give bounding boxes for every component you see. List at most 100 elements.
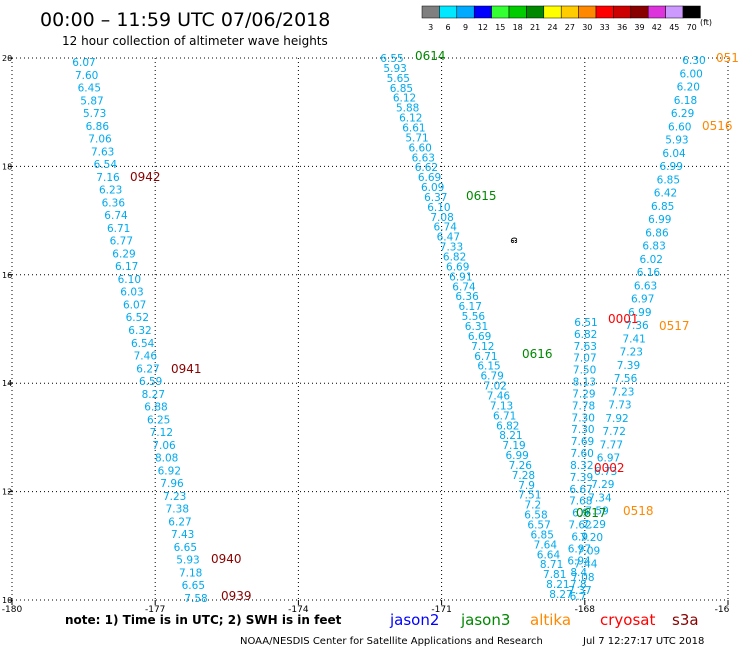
- swh-value-label: 6.99: [660, 161, 683, 173]
- colorbar-swatch: [439, 5, 458, 19]
- swh-value-label: 7.33: [440, 242, 463, 254]
- swh-value-label: 7.28: [512, 470, 535, 482]
- swh-value-label: 8.08: [155, 453, 178, 465]
- swh-value-label: 7.29: [591, 479, 614, 491]
- colorbar-tick-label: 15: [495, 23, 505, 32]
- swh-value-label: 6.55: [380, 53, 403, 65]
- colorbar-tick-label: 3: [428, 23, 433, 32]
- swh-value-label: 6.86: [645, 227, 669, 239]
- swh-value-label: 6.29: [671, 108, 694, 120]
- swh-value-label: 7.34: [588, 492, 612, 504]
- swh-value-label: 8.13: [573, 377, 596, 389]
- swh-value-label: 6.82: [496, 420, 519, 432]
- pass-label: 0940: [211, 552, 242, 566]
- swh-value-label: 7.16: [96, 172, 120, 184]
- swh-value-label: 6.85: [657, 174, 680, 186]
- swh-value-label: 6.7: [570, 591, 587, 603]
- swh-value-label: 6.91: [449, 271, 472, 283]
- pass-label: 0615: [466, 189, 497, 203]
- swh-value-label: 7.63: [91, 146, 114, 158]
- pass-label: 0516: [702, 119, 733, 133]
- swh-value-label: 6.85: [390, 83, 413, 95]
- swh-value-label: 8.32: [570, 460, 593, 472]
- x-tick-label: -177: [145, 605, 165, 615]
- colorbar-unit: (ft): [700, 18, 712, 27]
- swh-value-label: 6.67: [569, 484, 592, 496]
- colorbar-swatch: [491, 5, 510, 19]
- swh-value-label: 6.63: [412, 152, 435, 164]
- swh-value-label: 7.62: [568, 520, 591, 532]
- swh-value-label: 8.27: [549, 589, 572, 601]
- swh-value-label: 7.51: [518, 490, 541, 502]
- swh-value-label: 6.86: [86, 121, 110, 133]
- swh-value-label: 6.10: [118, 274, 141, 286]
- swh-value-label: 6.20: [677, 82, 700, 94]
- swh-value-label: 6.74: [452, 281, 476, 293]
- swh-value-label: 5.56: [462, 311, 486, 323]
- swh-value-label: 6.61: [402, 122, 425, 134]
- swh-value-label: 5.93: [383, 63, 406, 75]
- swh-value-label: 6.85: [651, 201, 674, 213]
- swh-value-label: 6.92: [158, 465, 181, 477]
- swh-value-label: 7.8: [570, 579, 587, 591]
- swh-value-label: 7.60: [570, 448, 593, 460]
- swh-value-label: 6.54: [94, 159, 118, 171]
- satellite-legend: jason2 jason3 altika cryosat s3a: [389, 611, 699, 629]
- satellite-legend-entry: jason3: [460, 611, 510, 629]
- y-tick-label: 12: [2, 488, 12, 497]
- satellite-tracks: 6.077.606.455.875.736.867.067.636.547.16…: [72, 53, 705, 605]
- pass-label: 0941: [171, 362, 202, 376]
- swh-value-label: 7.12: [471, 341, 494, 353]
- swh-value-label: 6.36: [102, 197, 126, 209]
- swh-value-label: 6.51: [574, 317, 597, 329]
- swh-value-label: 6.71: [107, 223, 130, 235]
- pass-labels: 0942 0941 0940 0939 0614 0615 0616 0617 0001 0002…: [130, 49, 739, 603]
- swh-value-label: 8.4: [570, 567, 587, 579]
- footer-note: note: 1) Time is in UTC; 2) SWH is in fe…: [65, 613, 342, 627]
- swh-value-label: 6.63: [634, 280, 657, 292]
- swh-value-label: 6.09: [421, 182, 444, 194]
- pass-label: 0517: [659, 319, 690, 333]
- swh-value-label: 7.46: [134, 351, 158, 363]
- swh-value-label: 6.94: [567, 555, 591, 567]
- swh-value-label: 6.9: [571, 531, 588, 543]
- swh-value-label: 7.96: [160, 478, 184, 490]
- swh-value-label: 6.69: [418, 172, 441, 184]
- satellite-legend-entry: jason2: [389, 611, 439, 629]
- swh-value-label: 7.92: [605, 413, 628, 425]
- swh-value-label: 6.23: [99, 185, 122, 197]
- swh-value-label: 7.07: [573, 353, 596, 365]
- swh-value-label: 6.54: [131, 338, 155, 350]
- colorbar-tick-label: 33: [600, 23, 610, 32]
- swh-value-label: 5.65: [387, 73, 410, 85]
- swh-value-label: 6.02: [640, 254, 663, 266]
- colorbar-tick-label: 45: [669, 23, 679, 32]
- swh-value-label: 7.38: [166, 504, 189, 516]
- swh-value-label: 7.68: [569, 496, 592, 508]
- swh-value-label: 6.04: [662, 148, 686, 160]
- swh-value-label: 6.97: [631, 294, 654, 306]
- swh-value-label: 7.29: [583, 519, 606, 531]
- swh-value-label: 7.18: [179, 567, 202, 579]
- colorbar-swatch: [508, 5, 527, 19]
- swh-value-label: 6.82: [574, 329, 597, 341]
- colorbar-tick-label: 70: [687, 23, 697, 32]
- swh-value-label: 7.08: [430, 212, 453, 224]
- swh-value-label: 7.44: [574, 559, 598, 571]
- swh-value-label: 6.57: [527, 520, 550, 532]
- swh-value-label: 7.73: [608, 400, 631, 412]
- pass-label: 0518: [623, 504, 654, 518]
- swh-value-label: 5.88: [396, 103, 419, 115]
- swh-value-label: 6.65: [174, 542, 197, 554]
- swh-value-label: 7.46: [487, 390, 511, 402]
- swh-value-label: 6.88: [144, 402, 167, 414]
- colorbar-tick-label: 24: [547, 23, 557, 32]
- swh-value-label: 5.93: [176, 555, 199, 567]
- swh-value-label: 7.30: [572, 412, 595, 424]
- colorbar-swatch: [613, 5, 632, 19]
- swh-value-label: 6.10: [427, 202, 450, 214]
- axis-tick-labels: -180 -177 -174 -171 -168 -16 20 18 16 14 12 10: [2, 54, 730, 615]
- colorbar-legend: 3 6 9 12 15 18 21 24 27 30 33 36 39 42 45 70: [421, 5, 701, 32]
- swh-value-label: 7.19: [502, 440, 525, 452]
